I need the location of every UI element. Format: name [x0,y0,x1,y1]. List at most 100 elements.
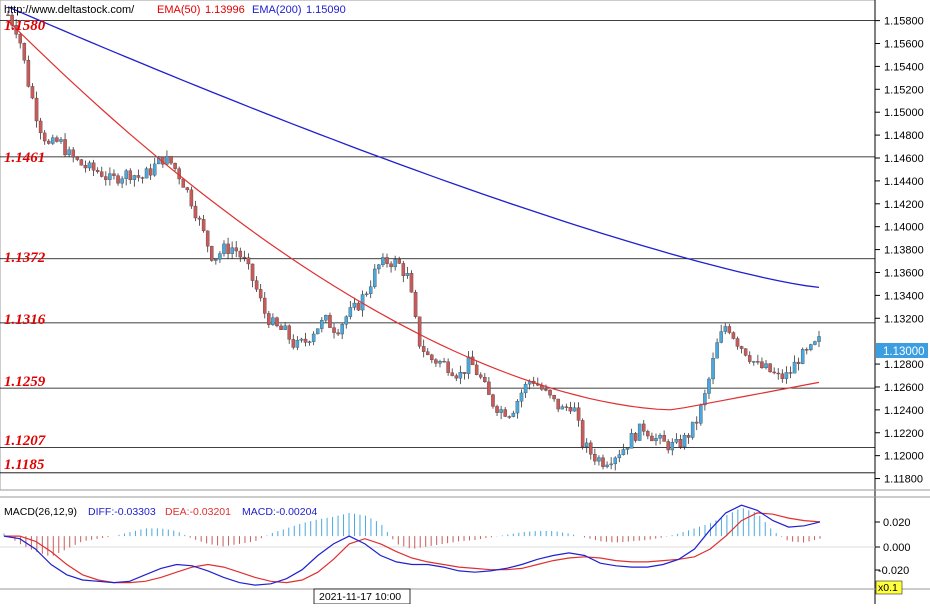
candle-body [637,423,642,441]
candle-body [22,42,27,61]
candle-body [784,372,789,379]
candle-body [621,449,626,455]
candle-body [772,371,776,374]
candle-body [450,372,454,376]
candle-body [633,433,638,441]
candle-body [576,407,581,421]
price-tick-17: 1.12400 [884,405,924,417]
candle-body [34,97,39,122]
candle-body [650,435,654,442]
candle-body [719,331,723,343]
macd-dea-value: DEA:-0.03201 [165,506,231,518]
candle-body [222,243,226,254]
candle-body [503,409,507,417]
candle-body [580,420,585,448]
price-tick-8: 1.14400 [884,176,924,188]
candle-body [356,302,361,311]
source-url: http://www.deltastock.com/ [4,4,135,16]
candle-body [332,327,336,333]
candle-body [743,348,748,356]
candle-body [275,317,279,327]
candle-body [426,351,430,356]
zoom-label[interactable]: x0.1 [878,582,898,594]
candle-body [813,341,817,345]
candle-body [238,250,243,258]
candle-body [295,340,300,348]
candle-body [421,346,426,352]
candle-body [377,264,381,270]
candle-body [112,173,116,176]
candle-body [320,320,324,329]
candle-body [38,120,43,134]
candle-body [242,256,247,259]
candle-body [47,140,51,144]
candle-body [735,338,740,347]
price-tick-20: 1.11800 [884,474,923,486]
candle-body [258,289,263,299]
candle-body [108,173,112,180]
candle-body [181,178,185,188]
candle-body [662,435,666,442]
candle-body [613,457,617,465]
candle-body [328,315,332,328]
candle-body [727,326,732,333]
candle-body [511,412,516,417]
candle-body [165,156,169,165]
candle-body [617,454,622,459]
candle-body [120,178,124,184]
candle-body [336,332,340,335]
candle-body [116,175,120,184]
ema200-line [7,6,820,289]
candle-body [30,86,35,99]
candle-body [67,149,71,156]
candle-body [682,435,687,448]
candle-body [487,381,491,395]
candle-body [805,349,809,351]
price-tick-18: 1.12200 [884,428,924,440]
macd-tick-1: 0.020 [883,517,911,529]
candle-body [434,359,438,364]
level-label-4: 1.1316 [4,312,46,328]
price-tick-3: 1.15400 [884,61,924,73]
price-tick-9: 1.14200 [884,199,924,211]
candle-body [430,354,434,360]
candle-body [658,435,662,439]
candle-body [666,441,670,451]
candle-body [752,361,756,363]
candle-body [609,463,613,466]
macd-tick-3: -0.020 [878,565,909,577]
candle-body [307,341,312,343]
candle-body [71,149,75,158]
candle-body [173,162,177,169]
price-tick-4: 1.15200 [884,84,924,96]
price-tick-7: 1.14600 [884,153,924,165]
zoom-badge[interactable] [875,580,903,595]
candle-body [348,307,353,317]
candle-body [214,259,218,261]
candle-body [760,361,764,369]
candle-body [91,162,96,171]
price-tick-16: 1.12600 [884,382,924,394]
ema200-value: 1.15090 [306,4,346,16]
price-tick-10: 1.14000 [884,222,924,234]
ema50-label: EMA(50) [157,4,200,16]
level-label-6: 1.1207 [4,433,46,449]
candle-body [246,257,251,265]
candle-body [389,263,393,268]
current-price-box [876,343,928,358]
candle-body [792,361,797,374]
candle-body [548,389,552,396]
candle-body [311,333,316,342]
candle-body [140,177,145,179]
candle-body [515,401,520,414]
candle-body [291,339,296,348]
candle-body [568,407,573,412]
candle-body [271,317,275,325]
candle-body [731,332,736,339]
candle-body [454,375,459,379]
candle-body [809,344,813,350]
candle-body [152,163,157,176]
candle-body [226,243,230,254]
